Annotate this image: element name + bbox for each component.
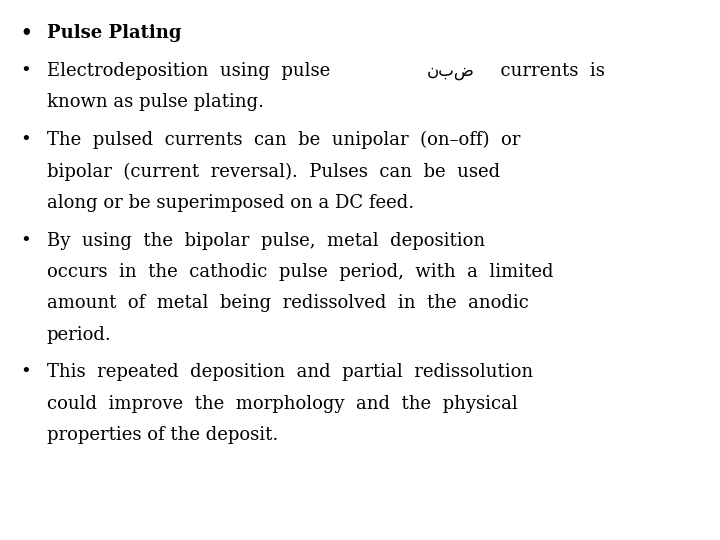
Text: currents  is: currents is: [489, 62, 605, 80]
Text: properties of the deposit.: properties of the deposit.: [47, 426, 278, 444]
Text: known as pulse plating.: known as pulse plating.: [47, 93, 264, 111]
Text: This  repeated  deposition  and  partial  redissolution: This repeated deposition and partial red…: [47, 363, 533, 381]
Text: The  pulsed  currents  can  be  unipolar  (on–off)  or: The pulsed currents can be unipolar (on–…: [47, 131, 520, 150]
Text: •: •: [20, 232, 31, 249]
Text: Pulse Plating: Pulse Plating: [47, 24, 181, 42]
Text: •: •: [20, 131, 31, 149]
Text: •: •: [20, 62, 31, 80]
Text: Electrodeposition  using  pulse: Electrodeposition using pulse: [47, 62, 341, 80]
Text: occurs  in  the  cathodic  pulse  period,  with  a  limited: occurs in the cathodic pulse period, wit…: [47, 263, 553, 281]
Text: •: •: [20, 363, 31, 381]
Text: bipolar  (current  reversal).  Pulses  can  be  used: bipolar (current reversal). Pulses can b…: [47, 163, 500, 181]
Text: •: •: [20, 24, 32, 42]
Text: along or be superimposed on a DC feed.: along or be superimposed on a DC feed.: [47, 194, 414, 212]
Text: could  improve  the  morphology  and  the  physical: could improve the morphology and the phy…: [47, 395, 518, 413]
Text: By  using  the  bipolar  pulse,  metal  deposition: By using the bipolar pulse, metal deposi…: [47, 232, 485, 249]
Text: amount  of  metal  being  redissolved  in  the  anodic: amount of metal being redissolved in the…: [47, 294, 528, 312]
Text: نبض: نبض: [427, 62, 475, 80]
Text: period.: period.: [47, 326, 112, 343]
